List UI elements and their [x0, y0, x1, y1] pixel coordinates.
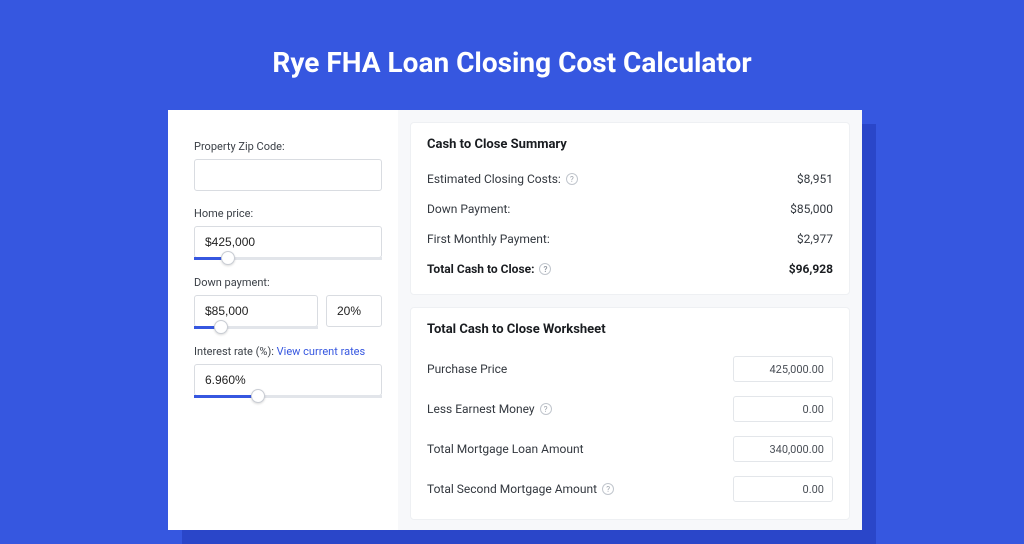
worksheet-label-text: Total Second Mortgage Amount — [427, 482, 597, 496]
help-icon[interactable]: ? — [540, 403, 552, 415]
worksheet-row: Purchase Price 425,000.00 — [427, 349, 833, 389]
worksheet-value[interactable]: 340,000.00 — [733, 436, 833, 462]
calculator-card: Property Zip Code: Home price: Down paym… — [168, 110, 862, 530]
slider-thumb[interactable] — [214, 320, 228, 334]
worksheet-value[interactable]: 0.00 — [733, 396, 833, 422]
interest-slider-wrap — [194, 364, 382, 398]
worksheet-label-text: Purchase Price — [427, 362, 507, 376]
worksheet-row-label: Total Mortgage Loan Amount — [427, 442, 584, 456]
interest-field-group: Interest rate (%): View current rates — [194, 345, 382, 398]
down-payment-slider[interactable] — [194, 326, 318, 329]
interest-slider[interactable] — [194, 395, 382, 398]
worksheet-row-label: Purchase Price — [427, 362, 507, 376]
slider-thumb[interactable] — [251, 389, 265, 403]
summary-label-text: Total Cash to Close: — [427, 262, 534, 276]
slider-fill — [194, 395, 258, 398]
worksheet-row-label: Less Earnest Money? — [427, 402, 552, 416]
summary-title: Cash to Close Summary — [427, 137, 833, 152]
worksheet-row: Less Earnest Money? 0.00 — [427, 389, 833, 429]
summary-row: First Monthly Payment: $2,977 — [427, 224, 833, 254]
results-column: Cash to Close Summary Estimated Closing … — [398, 110, 862, 530]
help-icon[interactable]: ? — [539, 263, 551, 275]
zip-input[interactable] — [194, 159, 382, 191]
summary-row-label: First Monthly Payment: — [427, 232, 550, 246]
down-payment-input[interactable] — [194, 295, 318, 327]
summary-panel: Cash to Close Summary Estimated Closing … — [410, 122, 850, 295]
summary-row-value: $96,928 — [789, 262, 833, 276]
summary-rows: Estimated Closing Costs:? $8,951 Down Paym… — [427, 164, 833, 284]
worksheet-value[interactable]: 0.00 — [733, 476, 833, 502]
summary-row-label: Total Cash to Close:? — [427, 262, 551, 276]
summary-row: Down Payment: $85,000 — [427, 194, 833, 224]
summary-row: Total Cash to Close:? $96,928 — [427, 254, 833, 284]
page-title: Rye FHA Loan Closing Cost Calculator — [0, 0, 1024, 107]
worksheet-row: Total Mortgage Loan Amount 340,000.00 — [427, 429, 833, 469]
interest-label-row: Interest rate (%): View current rates — [194, 345, 382, 358]
interest-label: Interest rate (%): — [194, 345, 274, 358]
worksheet-row: Total Second Mortgage Amount? 0.00 — [427, 469, 833, 509]
down-payment-slider-wrap — [194, 295, 318, 329]
help-icon[interactable]: ? — [602, 483, 614, 495]
home-price-label: Home price: — [194, 207, 382, 220]
summary-label-text: Down Payment: — [427, 202, 510, 216]
slider-thumb[interactable] — [221, 251, 235, 265]
worksheet-title: Total Cash to Close Worksheet — [427, 322, 833, 337]
zip-label: Property Zip Code: — [194, 140, 382, 153]
worksheet-label-text: Total Mortgage Loan Amount — [427, 442, 584, 456]
help-icon[interactable]: ? — [566, 173, 578, 185]
worksheet-row-label: Total Second Mortgage Amount? — [427, 482, 614, 496]
view-rates-link[interactable]: View current rates — [277, 345, 366, 358]
summary-row-label: Estimated Closing Costs:? — [427, 172, 578, 186]
summary-row-value: $8,951 — [797, 172, 833, 186]
worksheet-value[interactable]: 425,000.00 — [733, 356, 833, 382]
summary-label-text: Estimated Closing Costs: — [427, 172, 561, 186]
summary-row-value: $2,977 — [797, 232, 833, 246]
down-payment-label: Down payment: — [194, 276, 382, 289]
down-payment-field-group: Down payment: — [194, 276, 382, 329]
down-payment-percent-input[interactable] — [326, 295, 382, 327]
home-price-slider[interactable] — [194, 257, 382, 260]
form-column: Property Zip Code: Home price: Down paym… — [168, 110, 398, 530]
zip-field-group: Property Zip Code: — [194, 140, 382, 191]
worksheet-panel: Total Cash to Close Worksheet Purchase P… — [410, 307, 850, 520]
summary-label-text: First Monthly Payment: — [427, 232, 550, 246]
home-price-slider-wrap — [194, 226, 382, 260]
worksheet-rows: Purchase Price 425,000.00 Less Earnest Mon… — [427, 349, 833, 509]
home-price-field-group: Home price: — [194, 207, 382, 260]
summary-row-value: $85,000 — [790, 202, 833, 216]
worksheet-label-text: Less Earnest Money — [427, 402, 535, 416]
summary-row: Estimated Closing Costs:? $8,951 — [427, 164, 833, 194]
interest-input[interactable] — [194, 364, 382, 396]
summary-row-label: Down Payment: — [427, 202, 510, 216]
